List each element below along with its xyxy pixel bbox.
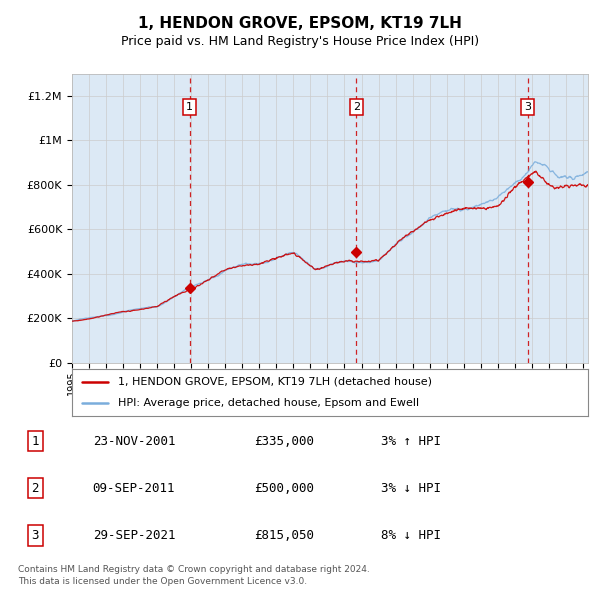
Text: 1, HENDON GROVE, EPSOM, KT19 7LH: 1, HENDON GROVE, EPSOM, KT19 7LH — [138, 16, 462, 31]
Text: £500,000: £500,000 — [254, 481, 314, 495]
Text: 3% ↑ HPI: 3% ↑ HPI — [380, 435, 440, 448]
Text: 1: 1 — [31, 435, 39, 448]
Text: 3: 3 — [31, 529, 39, 542]
Text: £815,050: £815,050 — [254, 529, 314, 542]
Text: 3: 3 — [524, 102, 531, 112]
Text: 1: 1 — [186, 102, 193, 112]
Text: 09-SEP-2011: 09-SEP-2011 — [92, 481, 175, 495]
Text: Contains HM Land Registry data © Crown copyright and database right 2024.: Contains HM Land Registry data © Crown c… — [18, 565, 370, 574]
Text: Price paid vs. HM Land Registry's House Price Index (HPI): Price paid vs. HM Land Registry's House … — [121, 35, 479, 48]
Text: This data is licensed under the Open Government Licence v3.0.: This data is licensed under the Open Gov… — [18, 576, 307, 586]
Text: 3% ↓ HPI: 3% ↓ HPI — [380, 481, 440, 495]
Text: 1, HENDON GROVE, EPSOM, KT19 7LH (detached house): 1, HENDON GROVE, EPSOM, KT19 7LH (detach… — [118, 377, 433, 387]
Text: HPI: Average price, detached house, Epsom and Ewell: HPI: Average price, detached house, Epso… — [118, 398, 419, 408]
Text: 2: 2 — [31, 481, 39, 495]
Text: 8% ↓ HPI: 8% ↓ HPI — [380, 529, 440, 542]
Text: 2: 2 — [353, 102, 360, 112]
Text: 23-NOV-2001: 23-NOV-2001 — [92, 435, 175, 448]
Text: £335,000: £335,000 — [254, 435, 314, 448]
Text: 29-SEP-2021: 29-SEP-2021 — [92, 529, 175, 542]
